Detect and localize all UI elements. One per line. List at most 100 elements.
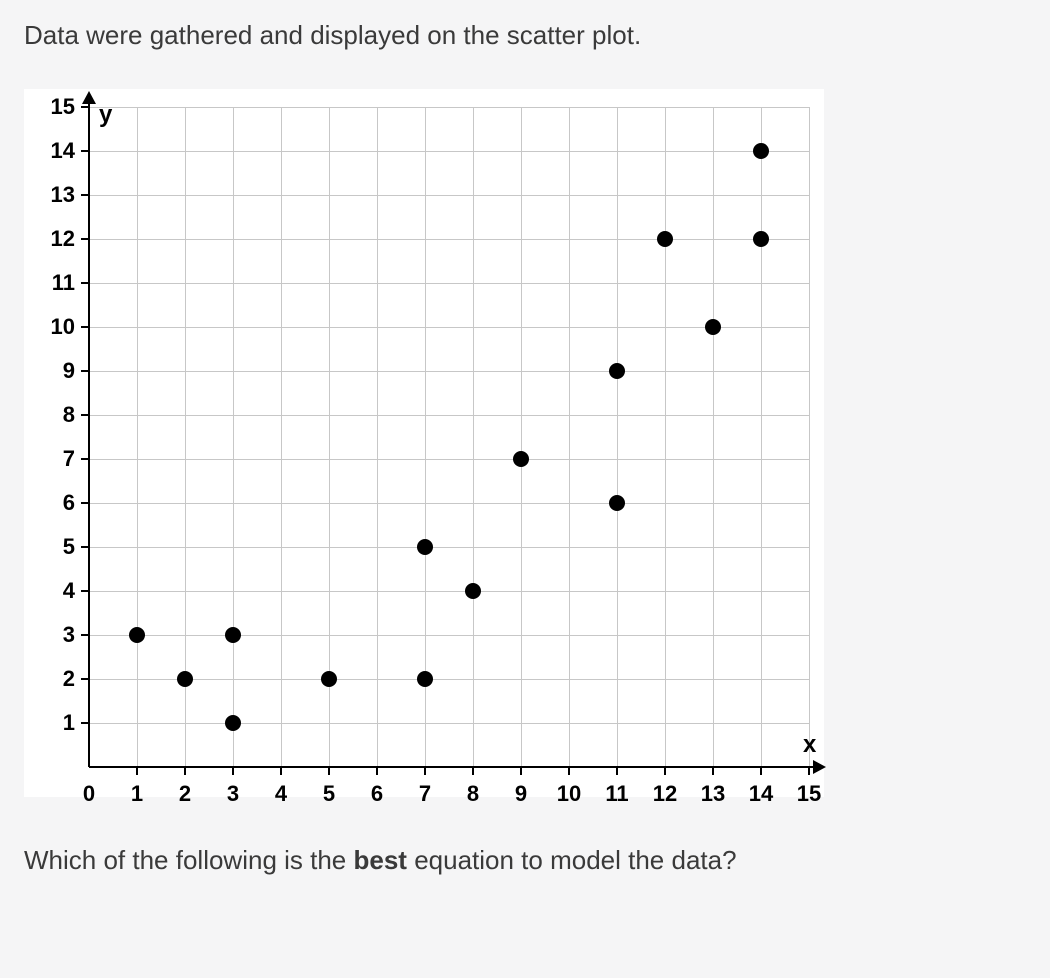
gridline-horizontal [89, 635, 809, 636]
gridline-horizontal [89, 415, 809, 416]
y-tick-label: 7 [35, 446, 75, 472]
x-tick [664, 767, 666, 775]
x-tick-label: 4 [275, 781, 287, 807]
x-tick-label: 3 [227, 781, 239, 807]
y-tick [81, 370, 89, 372]
x-tick-label: 12 [653, 781, 677, 807]
scatter-point [465, 583, 481, 599]
x-tick-label: 0 [83, 781, 95, 807]
scatter-point [417, 671, 433, 687]
y-tick [81, 282, 89, 284]
x-tick-label: 13 [701, 781, 725, 807]
x-axis [89, 766, 819, 768]
y-tick-label: 3 [35, 622, 75, 648]
gridline-vertical [425, 107, 426, 767]
scatter-point [417, 539, 433, 555]
gridline-vertical [617, 107, 618, 767]
question-post: equation to model the data? [407, 845, 737, 875]
x-axis-label: x [803, 731, 816, 759]
x-tick-label: 1 [131, 781, 143, 807]
y-tick-label: 15 [35, 94, 75, 120]
chart-container: 0123456789101112131415123456789101112131… [24, 89, 824, 797]
gridline-horizontal [89, 503, 809, 504]
gridline-vertical [521, 107, 522, 767]
gridline-vertical [377, 107, 378, 767]
x-tick-label: 6 [371, 781, 383, 807]
scatter-point [753, 143, 769, 159]
x-tick-label: 7 [419, 781, 431, 807]
y-tick-label: 1 [35, 710, 75, 736]
y-tick [81, 546, 89, 548]
x-tick [232, 767, 234, 775]
y-tick [81, 678, 89, 680]
question-bold: best [354, 845, 407, 875]
x-tick [616, 767, 618, 775]
scatter-point [129, 627, 145, 643]
y-axis [88, 97, 90, 767]
y-tick-label: 12 [35, 226, 75, 252]
y-tick-label: 4 [35, 578, 75, 604]
gridline-horizontal [89, 723, 809, 724]
scatter-point [609, 363, 625, 379]
scatter-chart: 0123456789101112131415123456789101112131… [89, 107, 814, 767]
plot-area: 0123456789101112131415123456789101112131… [89, 107, 809, 767]
x-tick-label: 14 [749, 781, 773, 807]
x-tick [328, 767, 330, 775]
y-tick [81, 590, 89, 592]
x-axis-arrow-icon [813, 760, 826, 774]
y-tick-label: 13 [35, 182, 75, 208]
x-tick-label: 8 [467, 781, 479, 807]
x-tick [808, 767, 810, 775]
x-tick [376, 767, 378, 775]
gridline-horizontal [89, 195, 809, 196]
gridline-horizontal [89, 459, 809, 460]
y-tick [81, 414, 89, 416]
gridline-horizontal [89, 547, 809, 548]
gridline-horizontal [89, 591, 809, 592]
gridline-horizontal [89, 371, 809, 372]
x-tick-label: 10 [557, 781, 581, 807]
y-tick-label: 2 [35, 666, 75, 692]
gridline-vertical [185, 107, 186, 767]
y-tick [81, 634, 89, 636]
y-tick [81, 502, 89, 504]
gridline-vertical [569, 107, 570, 767]
y-tick [81, 722, 89, 724]
x-tick [520, 767, 522, 775]
question-text: Which of the following is the best equat… [24, 845, 1026, 876]
x-tick [472, 767, 474, 775]
gridline-vertical [713, 107, 714, 767]
y-tick [81, 238, 89, 240]
y-tick [81, 150, 89, 152]
scatter-point [225, 715, 241, 731]
x-tick-label: 9 [515, 781, 527, 807]
y-tick [81, 194, 89, 196]
y-tick [81, 326, 89, 328]
y-tick-label: 11 [35, 270, 75, 296]
gridline-vertical [281, 107, 282, 767]
gridline-vertical [329, 107, 330, 767]
scatter-point [753, 231, 769, 247]
y-tick-label: 6 [35, 490, 75, 516]
prompt-text: Data were gathered and displayed on the … [24, 20, 1026, 51]
gridline-horizontal [89, 239, 809, 240]
scatter-point [609, 495, 625, 511]
y-tick [81, 458, 89, 460]
gridline-vertical [665, 107, 666, 767]
x-tick-label: 11 [605, 781, 628, 807]
gridline-horizontal [89, 283, 809, 284]
gridline-horizontal [89, 327, 809, 328]
gridline-vertical [233, 107, 234, 767]
gridline-vertical [473, 107, 474, 767]
x-tick-label: 5 [323, 781, 335, 807]
x-tick [568, 767, 570, 775]
question-pre: Which of the following is the [24, 845, 354, 875]
gridline-horizontal [89, 107, 809, 108]
scatter-point [177, 671, 193, 687]
gridline-vertical [137, 107, 138, 767]
y-tick-label: 5 [35, 534, 75, 560]
x-tick-label: 2 [179, 781, 191, 807]
scatter-point [657, 231, 673, 247]
y-tick-label: 14 [35, 138, 75, 164]
gridline-vertical [761, 107, 762, 767]
